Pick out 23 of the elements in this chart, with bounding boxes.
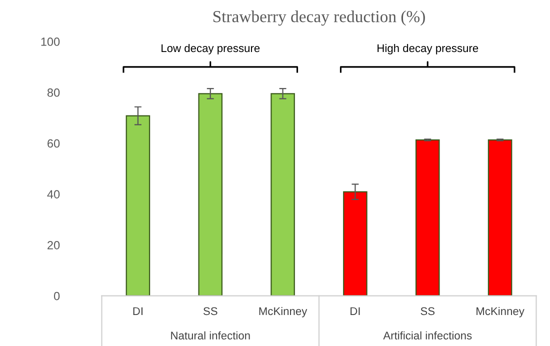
- annotation: High decay pressure: [378, 44, 478, 54]
- x-tick-label: McKinney: [259, 306, 308, 318]
- bar: [415, 139, 440, 296]
- bar: [270, 93, 295, 296]
- chart-title: Strawberry decay reduction (%): [213, 10, 425, 26]
- x-tick-label: DI: [350, 307, 360, 315]
- x-tick-label: McKinney: [476, 306, 524, 318]
- y-tick-label: 100: [41, 38, 60, 46]
- y-tick-label: 20: [48, 241, 60, 250]
- bar: [198, 93, 223, 296]
- annotation: Low decay pressure: [162, 44, 260, 54]
- text: Natural infection: [171, 331, 250, 340]
- y-tick-label: 60: [48, 139, 60, 148]
- text: Artificial infections: [383, 331, 472, 340]
- y-tick-label: 80: [47, 88, 60, 97]
- bar: [343, 191, 368, 296]
- y-tick-label: 0: [54, 292, 60, 300]
- bar: [126, 115, 150, 296]
- x-tick-label: SS: [203, 307, 218, 316]
- bar: [488, 139, 512, 296]
- x-tick-label: SS: [420, 307, 435, 316]
- x-tick-label: DI: [133, 307, 142, 315]
- y-tick-label: 40: [47, 190, 60, 198]
